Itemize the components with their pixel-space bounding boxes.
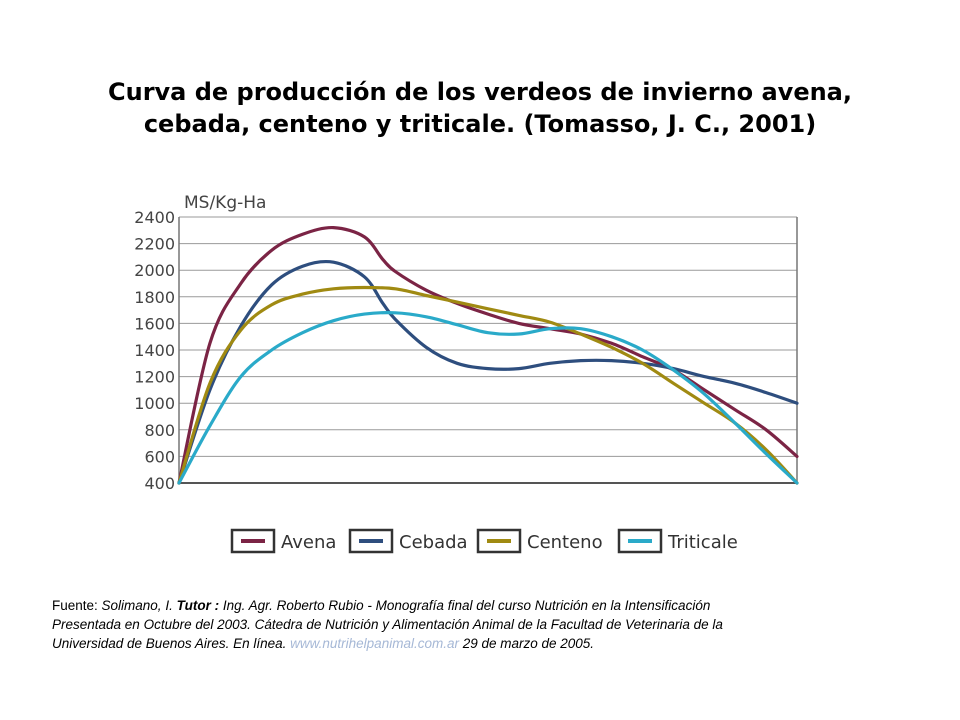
- source-line-3: Universidad de Buenos Aires. En línea. w…: [52, 634, 892, 653]
- grid-lines: [178, 216, 798, 484]
- y-tick-label: 2400: [134, 208, 175, 227]
- title-line-1: Curva de producción de los verdeos de in…: [108, 78, 852, 106]
- source-line-1-rest: Ing. Agr. Roberto Rubio - Monografía fin…: [222, 598, 711, 613]
- chart-title: Curva de producción de los verdeos de in…: [0, 76, 960, 140]
- legend-label: Triticale: [667, 532, 738, 553]
- y-tick-label: 600: [144, 447, 175, 466]
- series-line-centeno: [177, 285, 799, 485]
- source-label: Fuente:: [52, 598, 102, 613]
- series-line-triticale: [177, 311, 799, 485]
- title-line-2: cebada, centeno y triticale. (Tomasso, J…: [143, 110, 817, 138]
- production-chart: MS/Kg-Ha 400 600 800 1000 1200 1400 1600 1800 20…: [134, 193, 799, 554]
- legend: Avena Cebada Centeno Triticale: [230, 528, 738, 554]
- y-tick-label: 1400: [134, 341, 175, 360]
- legend-item-centeno: Centeno: [476, 528, 603, 554]
- y-tick-label: 1600: [134, 314, 175, 333]
- y-tick-labels: 400 600 800 1000 1200 1400 1600 1800 2000 2200 240…: [134, 208, 175, 493]
- y-tick-label: 1200: [134, 368, 175, 387]
- series-lines: [177, 225, 799, 485]
- y-tick-label: 400: [144, 474, 175, 493]
- legend-item-triticale: Triticale: [617, 528, 738, 554]
- y-tick-label: 800: [144, 421, 175, 440]
- y-tick-label: 1800: [134, 288, 175, 307]
- source-tutor-label: Tutor :: [176, 598, 223, 613]
- source-author: Solimano, I.: [101, 598, 177, 613]
- series-line-avena: [177, 225, 799, 485]
- source-link[interactable]: www.nutrihelpanimal.com.ar: [290, 636, 459, 651]
- source-line-2-text: Presentada en Octubre del 2003. Cátedra …: [52, 617, 723, 632]
- y-tick-label: 2000: [134, 261, 175, 280]
- legend-item-avena: Avena: [230, 528, 336, 554]
- legend-label: Avena: [281, 532, 336, 553]
- legend-label: Centeno: [527, 532, 603, 553]
- source-line-3-text: Universidad de Buenos Aires. En línea.: [52, 636, 291, 651]
- y-tick-label: 2200: [134, 235, 175, 254]
- source-line-1: Fuente: Solimano, I. Tutor : Ing. Agr. R…: [52, 596, 892, 615]
- source-date: 29 de marzo de 2005.: [458, 636, 595, 651]
- legend-item-cebada: Cebada: [348, 528, 468, 554]
- source-citation: Fuente: Solimano, I. Tutor : Ing. Agr. R…: [52, 596, 892, 653]
- legend-label: Cebada: [399, 532, 468, 553]
- series-line-cebada: [177, 259, 799, 485]
- source-line-2: Presentada en Octubre del 2003. Cátedra …: [52, 615, 892, 634]
- y-axis-label: MS/Kg-Ha: [184, 193, 266, 213]
- y-tick-label: 1000: [134, 394, 175, 413]
